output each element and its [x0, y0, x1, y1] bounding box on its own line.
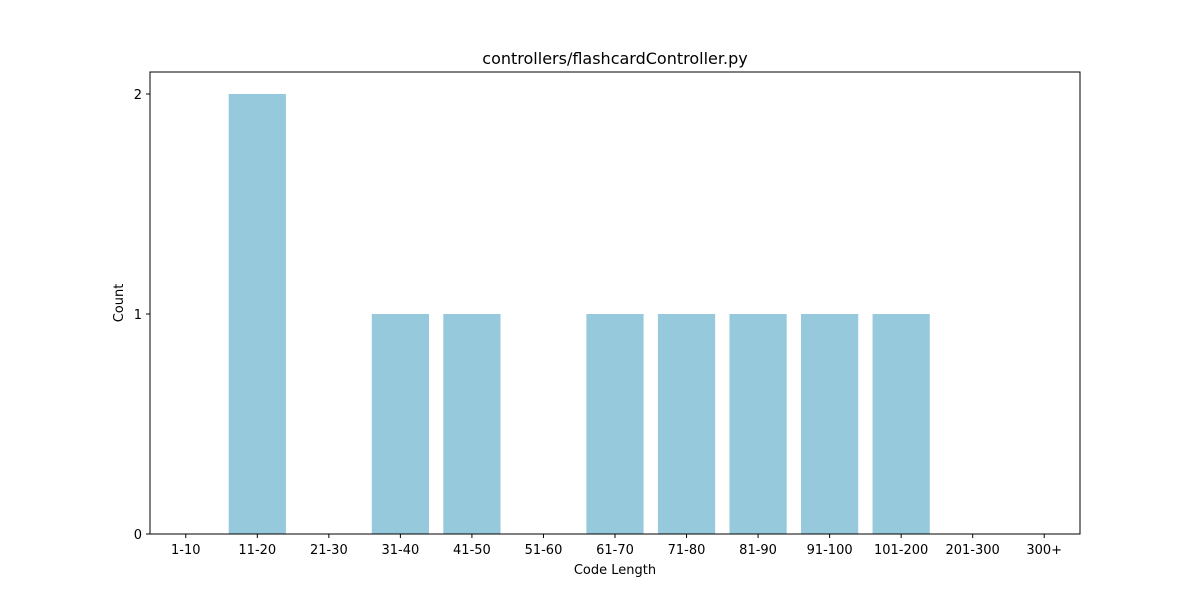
x-tick-label: 31-40: [381, 543, 419, 558]
bar-41-50: [443, 314, 501, 534]
bar-61-70: [586, 314, 644, 534]
bar-11-20: [228, 94, 286, 534]
x-tick-label: 81-90: [739, 543, 777, 558]
x-tick-label: 91-100: [807, 543, 853, 558]
x-axis-label: Code Length: [574, 563, 656, 578]
bar-81-90: [729, 314, 787, 534]
bar-31-40: [371, 314, 429, 534]
x-tick-label: 61-70: [596, 543, 634, 558]
x-tick-label: 51-60: [525, 543, 563, 558]
bar-71-80: [657, 314, 716, 534]
chart-title: controllers/flashcardController.py: [482, 49, 747, 68]
y-axis-label: Count: [112, 284, 127, 323]
bar-91-100: [801, 314, 859, 534]
x-tick-label: 41-50: [453, 543, 491, 558]
bar-101-200: [872, 314, 930, 534]
y-tick-label: 0: [134, 528, 142, 543]
y-tick-label: 1: [134, 308, 142, 323]
x-tick-label: 1-10: [171, 543, 201, 558]
x-tick-label: 11-20: [238, 543, 276, 558]
x-tick-label: 21-30: [310, 543, 348, 558]
x-tick-label: 300+: [1026, 543, 1062, 558]
y-axis-ticks: 0 1 2: [134, 88, 150, 543]
x-tick-label: 201-300: [946, 543, 1000, 558]
y-tick-label: 2: [134, 88, 142, 103]
x-tick-label: 101-200: [874, 543, 928, 558]
bars-group: [228, 94, 930, 534]
x-tick-label: 71-80: [668, 543, 706, 558]
x-axis-ticks: 1-10 11-20 21-30 31-40 41-50 51-60 61-70 71-80 8…: [171, 534, 1062, 558]
